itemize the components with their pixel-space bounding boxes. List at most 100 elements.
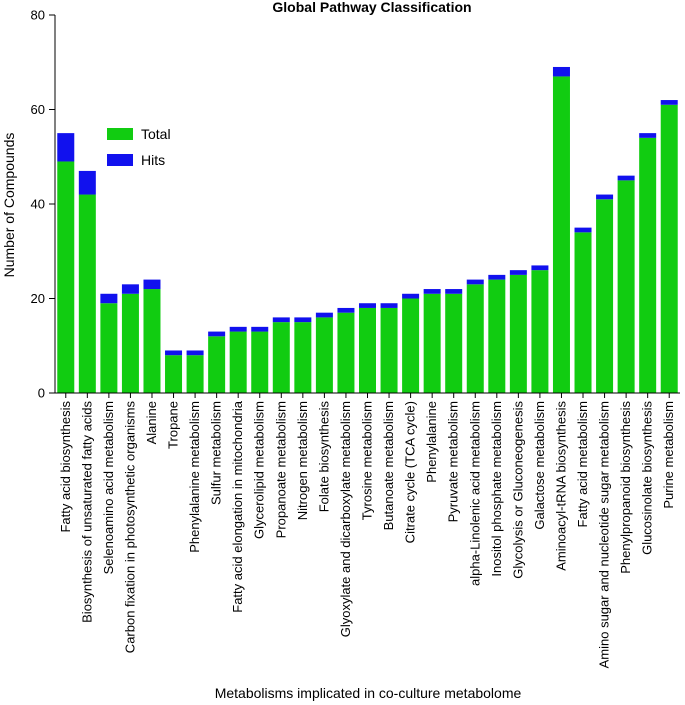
bar-hits [315, 312, 333, 318]
bar-total [186, 355, 204, 393]
bar-hits [78, 170, 96, 195]
bar-total [423, 293, 441, 393]
bar-hits [466, 279, 484, 285]
bar-total [208, 336, 226, 393]
bar-total [509, 274, 527, 393]
bar-total [445, 293, 463, 393]
legend-swatch-total [107, 128, 133, 140]
y-tick-label: 40 [31, 197, 45, 212]
bar-total [488, 279, 506, 393]
bar-hits [402, 293, 420, 299]
bar-hits [294, 317, 312, 323]
bar-hits [617, 175, 635, 181]
x-tick-label: Inositol phosphate metabolism [489, 401, 504, 577]
bar-total [229, 331, 247, 393]
y-tick-label: 80 [31, 8, 45, 23]
bar-total [272, 322, 290, 393]
bar-hits [251, 326, 269, 332]
x-tick-label: Folate biosynthesis [316, 401, 331, 513]
x-tick-label: Glycerolipid metabolism [252, 401, 267, 539]
x-tick-label: Fatty acid elongation in mitochondria [230, 400, 245, 613]
bar-total [100, 303, 118, 393]
y-ticks: 0 20 40 60 80 [31, 8, 55, 401]
bar-total [574, 232, 592, 393]
bar-hits [660, 100, 678, 105]
bar-total [617, 180, 635, 393]
bar-total [57, 161, 75, 393]
bar-total [380, 307, 398, 393]
x-tick-label: Sulfur metabolism [209, 401, 224, 505]
bar-hits [143, 279, 161, 290]
bars-group [57, 66, 678, 394]
bar-total [78, 194, 96, 393]
bar-hits [337, 307, 355, 313]
bar-total [359, 307, 376, 393]
x-tick-label: Tyrosine metabolism [360, 401, 375, 520]
x-tick-label: Phenylpropanoid biosynthesis [618, 401, 633, 574]
legend: Total Hits [107, 126, 171, 168]
x-tick-label: Glucosinolate biosynthesis [640, 401, 655, 555]
bar-total [402, 298, 420, 393]
y-tick-label: 20 [31, 291, 45, 306]
x-tick-label: Biosynthesis of unsaturated fatty acids [79, 401, 94, 623]
bar-hits [229, 326, 247, 332]
bar-hits [509, 270, 527, 275]
x-tick-label: Glycolysis or Gluconeogenesis [510, 401, 525, 579]
bar-total [165, 355, 183, 393]
bar-total [531, 270, 549, 393]
x-tick-label: Carbon fixation in photosynthetic organi… [122, 401, 137, 654]
x-tick-label: Aminoacyl-tRNA biosynthesis [553, 401, 568, 571]
x-tick-label: Phenylalanine metabolism [187, 401, 202, 553]
x-tick-label: Phenylalanine [424, 401, 439, 483]
x-tick-label: Glyoxylate and dicarboxylate metabolism [338, 401, 353, 637]
bar-total [294, 322, 312, 393]
bar-hits [423, 289, 441, 294]
bar-hits [531, 265, 549, 271]
x-tick-label: alpha-Linolenic acid metabolism [467, 401, 482, 586]
bar-hits [165, 350, 183, 356]
bar-total [596, 199, 614, 393]
bar-total [639, 137, 657, 393]
x-tick-label: Citrate cycle (TCA cycle) [403, 401, 418, 543]
bar-hits [574, 227, 592, 233]
x-tick-label: Fatty acid biosynthesis [58, 401, 73, 533]
bar-total [337, 312, 355, 393]
bar-hits [208, 331, 226, 337]
x-tick-label: Amino sugar and nucleotide sugar metabol… [597, 401, 612, 668]
bar-hits [596, 194, 614, 200]
x-tick-label: Pyruvate metabolism [446, 401, 461, 522]
x-tick-label: Purine metabolism [661, 401, 676, 509]
y-axis-label: Number of Compounds [1, 133, 17, 278]
x-tick-label: Selenoamino acid metabolism [101, 401, 116, 574]
bar-hits [552, 66, 570, 77]
x-tick-label: Fatty acid metabolism [575, 401, 590, 527]
bar-total [466, 284, 484, 393]
y-tick-label: 0 [38, 386, 45, 401]
x-ticks: Fatty acid biosynthesis Biosynthesis of u… [58, 393, 676, 668]
chart-title: Global Pathway Classification [272, 0, 471, 15]
y-tick-label: 60 [31, 102, 45, 117]
bar-hits [445, 289, 463, 294]
bar-hits [57, 133, 75, 162]
bar-total [552, 76, 570, 394]
legend-swatch-hits [107, 154, 133, 166]
legend-label-total: Total [141, 126, 171, 142]
x-tick-label: Tropane [166, 401, 181, 449]
bar-total [251, 331, 269, 393]
bar-hits [121, 284, 139, 294]
x-tick-label: Propanoate metabolism [273, 401, 288, 538]
bar-hits [639, 133, 657, 138]
bar-hits [380, 303, 398, 308]
x-tick-label: Nitrogen metabolism [295, 401, 310, 520]
bar-total [315, 317, 333, 393]
legend-label-hits: Hits [141, 152, 165, 168]
bar-hits [100, 293, 118, 304]
bar-hits [186, 350, 204, 356]
bar-hits [359, 303, 376, 308]
x-tick-label: Galactose metabolism [532, 401, 547, 530]
x-axis-label: Metabolisms implicated in co-culture met… [215, 685, 522, 701]
x-tick-label: Butanoate metabolism [381, 401, 396, 530]
bar-hits [272, 317, 290, 323]
x-tick-label: Alanine [144, 401, 159, 444]
